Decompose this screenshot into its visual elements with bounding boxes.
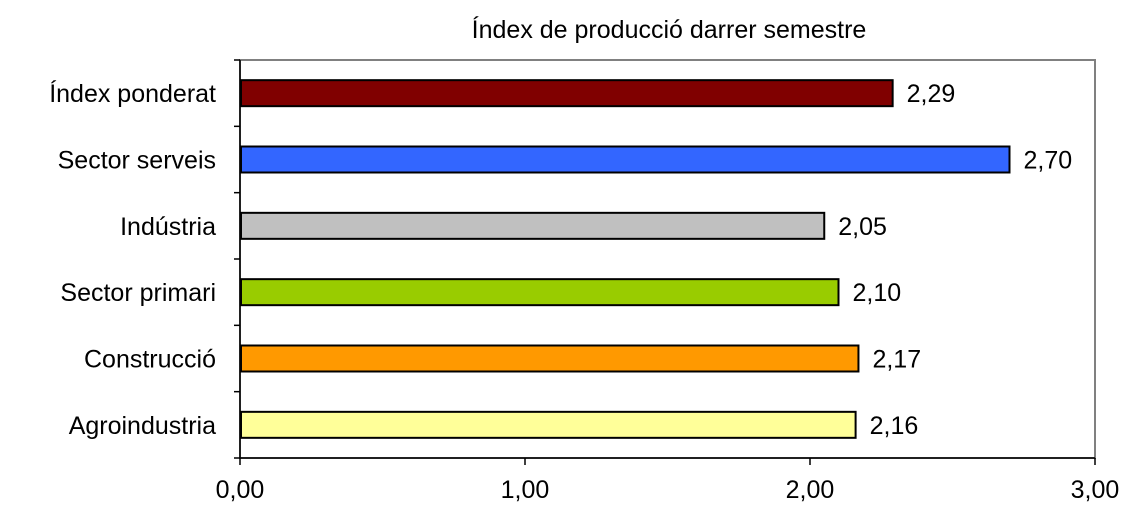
category-label: Sector primari [60,279,216,307]
bar [240,79,894,108]
category-label: Índex ponderat [49,79,216,108]
category-label: Sector serveis [58,147,216,175]
value-label: 2,16 [870,412,919,440]
x-tick-label: 1,00 [501,476,550,504]
category-label: Indústria [120,213,216,241]
axes-layer: Índex ponderat Sector serveis Indústria Sec… [49,59,1120,504]
bar [240,145,1011,174]
bar [240,211,826,240]
value-label: 2,29 [907,80,956,108]
category-label: Construcció [84,346,216,374]
bar [240,278,840,307]
x-tick-label: 0,00 [216,476,265,504]
x-tick-label: 3,00 [1071,476,1120,504]
value-label: 2,17 [872,346,921,374]
x-tick-label: 2,00 [786,476,835,504]
value-label: 2,05 [838,213,887,241]
bars-layer: 2,29 2,70 2,05 2,10 2,17 2,16 [240,79,1073,440]
chart-title: Índex de producció darrer semestre [472,15,867,44]
bar [240,410,857,439]
category-label: Agroindustria [69,412,216,440]
value-label: 2,70 [1024,147,1073,175]
value-label: 2,10 [853,279,902,307]
bar [240,344,860,373]
plot-area [239,59,1096,459]
